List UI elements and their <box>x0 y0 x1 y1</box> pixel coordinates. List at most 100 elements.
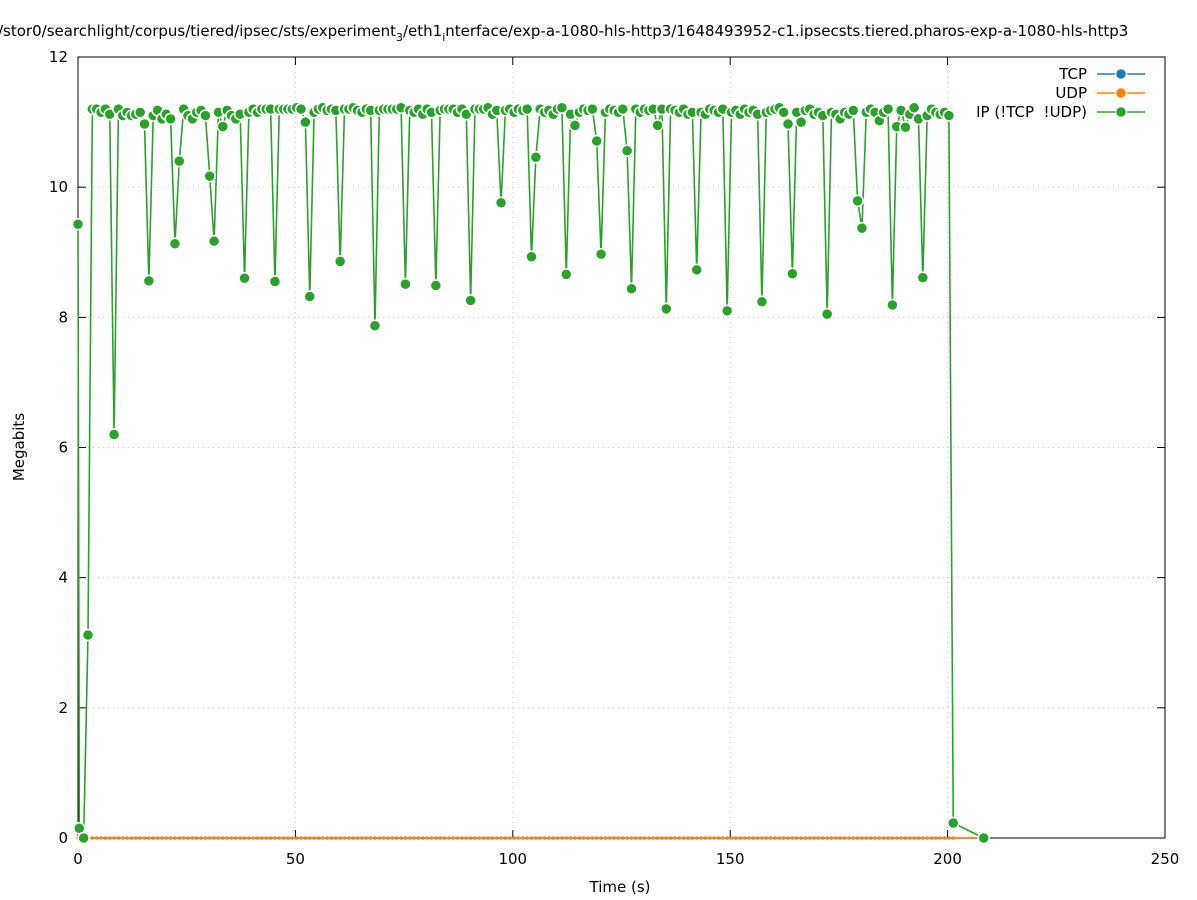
data-point <box>625 282 638 295</box>
data-point <box>586 102 599 116</box>
data-point <box>682 836 686 840</box>
data-point <box>812 836 816 840</box>
data-point <box>321 836 325 840</box>
data-point <box>777 836 781 840</box>
data-point <box>494 196 508 210</box>
data-point <box>847 836 851 840</box>
data-point <box>634 836 638 840</box>
data-point <box>908 836 912 840</box>
data-point <box>890 836 894 840</box>
data-point <box>90 836 94 840</box>
data-point <box>620 144 634 157</box>
data-point <box>820 307 834 321</box>
data-point <box>81 628 95 642</box>
data-point <box>821 836 825 840</box>
data-point <box>373 836 377 840</box>
data-point <box>347 836 351 840</box>
title-part: /eth1 <box>403 22 442 40</box>
data-point <box>203 836 207 840</box>
data-point <box>147 836 151 840</box>
data-point <box>173 154 186 168</box>
data-point <box>486 836 490 840</box>
data-point <box>508 836 512 840</box>
data-point <box>942 836 947 840</box>
data-point <box>860 836 864 840</box>
data-point <box>655 836 660 840</box>
data-point <box>294 102 308 116</box>
data-point <box>769 836 773 840</box>
data-point <box>399 836 403 840</box>
data-point <box>316 836 321 840</box>
data-point <box>338 836 342 840</box>
legend-label: IP (!TCP !UDP) <box>976 103 1087 121</box>
data-point <box>377 836 381 840</box>
data-point <box>273 836 277 840</box>
data-point <box>99 836 103 840</box>
data-point <box>142 274 156 288</box>
y-tick-label: 4 <box>58 569 68 587</box>
data-point <box>199 109 212 122</box>
data-point <box>425 836 429 840</box>
data-point <box>703 836 708 840</box>
data-point <box>794 115 808 129</box>
data-point <box>308 836 312 840</box>
data-point <box>390 836 394 840</box>
data-point <box>195 836 199 840</box>
title-subscript: 3 <box>396 31 403 44</box>
data-point <box>538 836 542 840</box>
data-point <box>395 836 399 840</box>
data-point <box>329 836 334 840</box>
data-point <box>755 836 760 840</box>
data-point <box>638 836 642 840</box>
data-point <box>442 836 447 840</box>
data-point <box>216 836 221 840</box>
data-point <box>799 836 803 840</box>
data-point <box>803 836 808 840</box>
data-point <box>590 134 603 148</box>
data-point <box>690 263 703 277</box>
data-point <box>720 304 734 318</box>
data-point <box>169 836 173 840</box>
data-point <box>781 117 795 131</box>
data-point <box>269 836 273 840</box>
x-tick-label: 0 <box>73 850 83 868</box>
y-tick-label: 8 <box>58 308 68 326</box>
data-point <box>364 836 368 840</box>
data-point <box>464 836 468 840</box>
data-point <box>846 104 860 117</box>
data-point <box>334 836 338 840</box>
data-point <box>786 836 790 840</box>
data-point <box>738 836 742 840</box>
data-point <box>912 836 916 840</box>
data-point <box>886 836 890 840</box>
x-tick-label: 50 <box>286 850 305 868</box>
x-tick-label: 100 <box>498 850 527 868</box>
y-tick-label: 6 <box>58 439 68 457</box>
data-point <box>242 836 247 840</box>
data-point <box>295 836 299 840</box>
data-point <box>760 836 764 840</box>
y-tick-label: 2 <box>58 699 68 717</box>
data-point <box>834 836 838 840</box>
data-point <box>229 836 234 840</box>
data-point <box>434 836 438 840</box>
data-point <box>921 836 925 840</box>
data-point <box>886 298 899 312</box>
legend-label: TCP <box>1058 65 1087 83</box>
data-point <box>203 169 216 183</box>
data-point <box>925 836 929 840</box>
data-point <box>260 836 264 840</box>
data-point <box>916 836 921 840</box>
y-axis-label: Megabits <box>10 413 28 481</box>
data-point <box>669 836 673 840</box>
data-point <box>751 836 755 840</box>
data-point <box>825 836 829 840</box>
data-point <box>234 836 238 840</box>
data-point <box>277 836 281 840</box>
data-point <box>225 836 229 840</box>
data-point <box>742 836 747 840</box>
data-point <box>621 836 625 840</box>
data-point <box>542 836 547 840</box>
data-point <box>673 836 677 840</box>
